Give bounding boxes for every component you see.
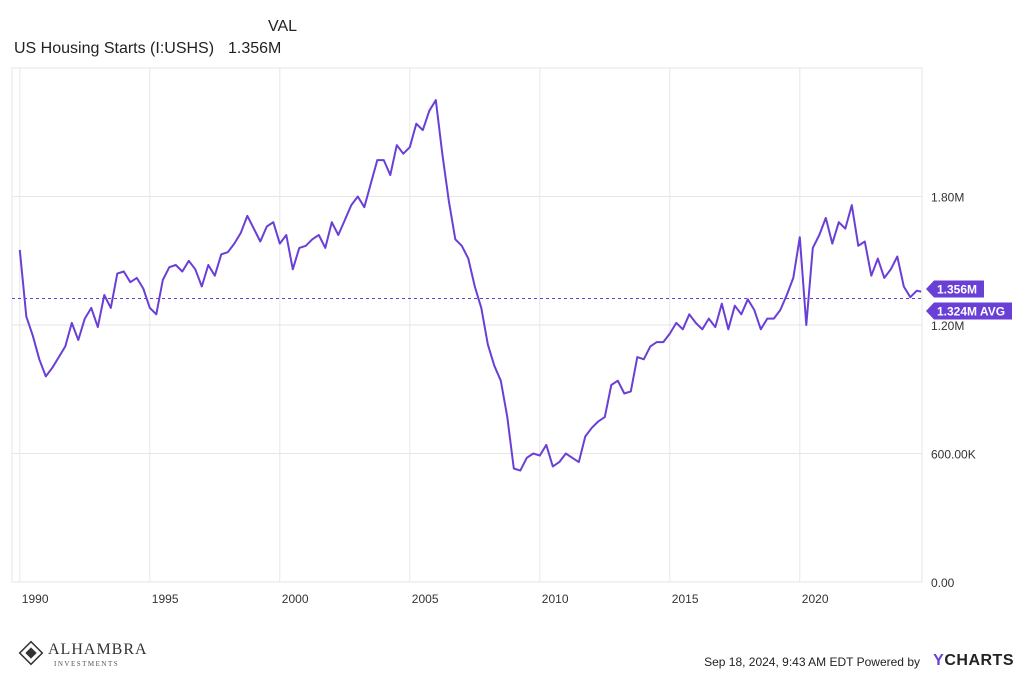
line-chart: 0.00 600.00K 1.20M 1.80M 1990 1995 2000 2005 201…: [11, 67, 1012, 606]
series-line-housing-starts: [18, 99, 922, 472]
last-value-tag: [926, 280, 984, 298]
logo-sub: INVESTMENTS: [54, 660, 120, 668]
legend-column-header: VAL: [268, 18, 298, 35]
x-tick-label: 2005: [412, 592, 439, 606]
last-value-label: 1.356M: [937, 283, 977, 297]
diamond-logo-icon: [18, 640, 44, 666]
legend-series-value: 1.356M: [228, 40, 282, 57]
x-tick-label: 2010: [542, 592, 569, 606]
average-label: 1.324M AVG: [937, 305, 1005, 319]
ycharts-word: CHARTS: [944, 652, 1014, 669]
y-tick-label: 0.00: [931, 576, 955, 590]
ycharts-y: Y: [933, 652, 945, 669]
legend-series-name[interactable]: US Housing Starts (I:USHS): [14, 40, 215, 57]
chart-legend: VAL US Housing Starts (I:USHS) 1.356M: [14, 14, 314, 62]
footer-timestamp: Sep 18, 2024, 9:43 AM EDT Powered by: [704, 655, 920, 669]
x-tick-label: 1990: [22, 592, 49, 606]
y-tick-label: 600.00K: [931, 448, 976, 462]
ycharts-brand[interactable]: YCHARTS: [933, 652, 1014, 670]
x-tick-label: 2020: [802, 592, 829, 606]
x-tick-label: 2015: [672, 592, 699, 606]
average-tag: [926, 302, 1012, 320]
x-tick-label: 1995: [152, 592, 179, 606]
x-tick-label: 2000: [282, 592, 309, 606]
logo-name: ALHAMBRA: [48, 641, 148, 658]
y-tick-label: 1.80M: [931, 191, 964, 205]
y-tick-label: 1.20M: [931, 319, 964, 333]
alhambra-logo: ALHAMBRA INVESTMENTS: [18, 636, 148, 670]
